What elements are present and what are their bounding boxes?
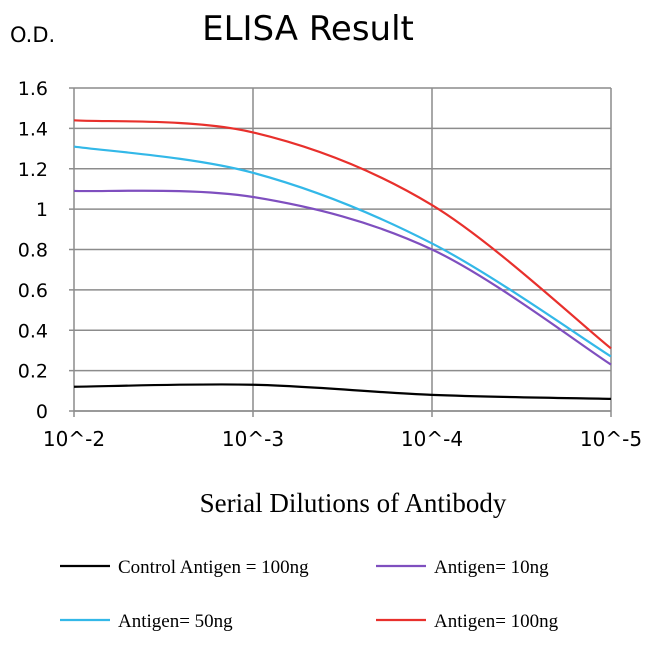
x-tick-labels: 10^-2 10^-3 10^-4 10^-5 [43,427,642,451]
legend-label: Control Antigen = 100ng [118,557,309,578]
chart-title: ELISA Result [202,9,414,49]
series-lines [73,119,612,400]
y-tick-label: 0 [36,401,48,423]
legend: Control Antigen = 100ng Antigen= 10ng Anti… [60,557,559,632]
y-tick-label: 0.4 [18,320,48,342]
series-line [73,383,612,400]
y-tick-labels: 0 0.2 0.4 0.6 0.8 1 1.2 1.4 1.6 [18,78,48,423]
y-tick-label: 0.6 [18,280,48,302]
axes [69,87,612,417]
legend-label: Antigen= 50ng [118,611,233,632]
y-tick-label: 1.6 [18,78,48,100]
x-axis-label: Serial Dilutions of Antibody [200,488,507,518]
y-tick-label: 0.2 [18,361,48,383]
x-tick-label: 10^-3 [222,427,284,451]
series-line [73,189,612,366]
y-axis-label: O.D. [10,23,55,47]
series-line [73,119,612,350]
y-tick-label: 1.2 [18,159,48,181]
x-tick-label: 10^-5 [580,427,642,451]
y-tick-label: 1.4 [18,118,48,140]
x-tick-label: 10^-4 [401,427,463,451]
y-tick-label: 1 [36,199,48,221]
series-line [73,145,612,358]
y-tick-label: 0.8 [18,240,48,262]
legend-label: Antigen= 100ng [434,611,559,632]
x-tick-label: 10^-2 [43,427,105,451]
legend-label: Antigen= 10ng [434,557,549,578]
